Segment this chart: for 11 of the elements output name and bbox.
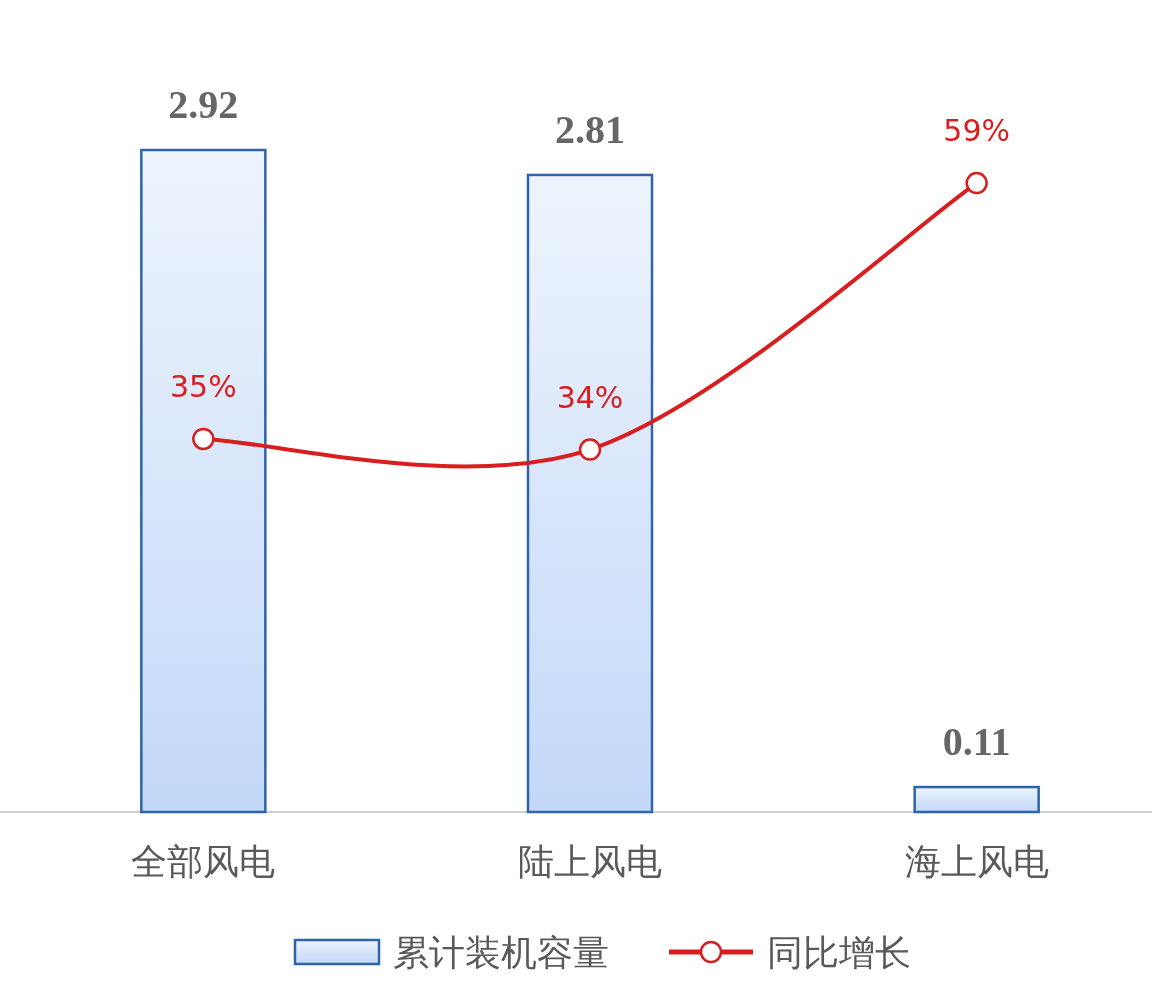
x-tick-label: 全部风电	[131, 841, 276, 882]
legend-label: 累计装机容量	[393, 932, 609, 973]
data-label: 35%	[169, 368, 237, 404]
x-tick-label: 海上风电	[904, 841, 1049, 882]
data-label: 59%	[943, 113, 1011, 149]
legend-label: 同比增长	[767, 932, 911, 973]
data-label: 2.81	[555, 106, 625, 152]
data-label: 34%	[556, 379, 624, 415]
data-label: 0.11	[942, 719, 1011, 765]
x-tick-label: 陆上风电	[518, 841, 662, 882]
data-label: 2.92	[168, 82, 239, 127]
